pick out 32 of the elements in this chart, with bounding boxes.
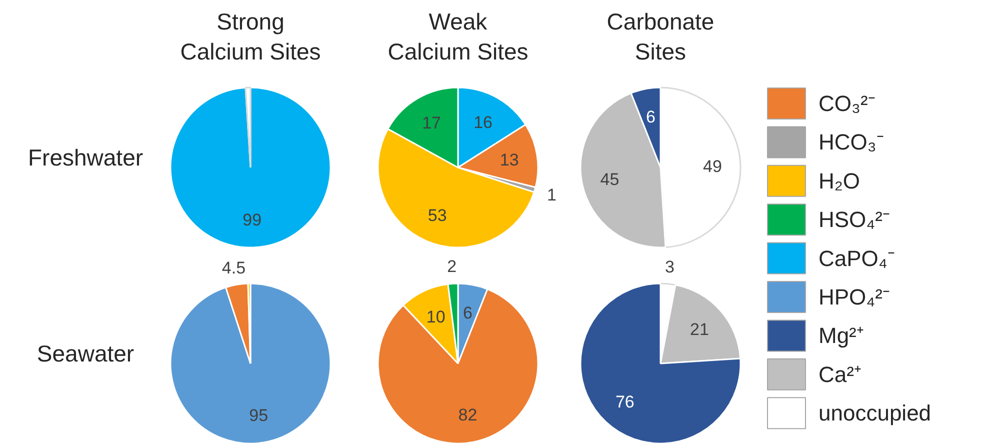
data-label: 17 — [422, 114, 441, 133]
text: Freshwater — [28, 144, 144, 170]
category-label: HPO₄²⁻ — [818, 284, 890, 310]
data-label: 99 — [242, 210, 262, 230]
category-label: CO₃²⁻ — [818, 91, 875, 116]
data-label: 6 — [646, 107, 656, 126]
category-label: Ca²⁺ — [818, 362, 861, 387]
data-label: 4.5 — [222, 258, 246, 278]
data-label: 82 — [458, 406, 478, 425]
data-label: 3 — [664, 257, 674, 276]
data-label: 10 — [426, 307, 446, 326]
data-label: 53 — [428, 206, 447, 226]
category-label: Mg²⁺ — [818, 323, 864, 348]
data-label: 13 — [500, 150, 519, 170]
category-label: unoccupied — [818, 400, 932, 426]
category-label: HSO₄²⁻ — [818, 207, 890, 232]
text: Seawater — [36, 340, 134, 366]
data-label: 6 — [463, 303, 472, 322]
category-label: HCO₃⁻ — [818, 130, 884, 155]
chart-title: Carbonate Sites — [606, 8, 714, 64]
chart-title: Strong Calcium Sites — [180, 8, 321, 64]
data-label: 16 — [474, 112, 493, 132]
data-label: 2 — [447, 257, 457, 276]
data-label: 45 — [600, 170, 620, 189]
data-label: 1 — [546, 186, 556, 205]
category-label: H₂O — [818, 168, 860, 194]
data-label: 76 — [615, 392, 634, 412]
data-label: 95 — [249, 406, 268, 425]
data-label: 21 — [690, 320, 709, 340]
data-label: 49 — [703, 156, 722, 176]
chart-title: Weak Calcium Sites — [388, 8, 528, 64]
category-label: CaPO₄⁻ — [818, 246, 894, 271]
